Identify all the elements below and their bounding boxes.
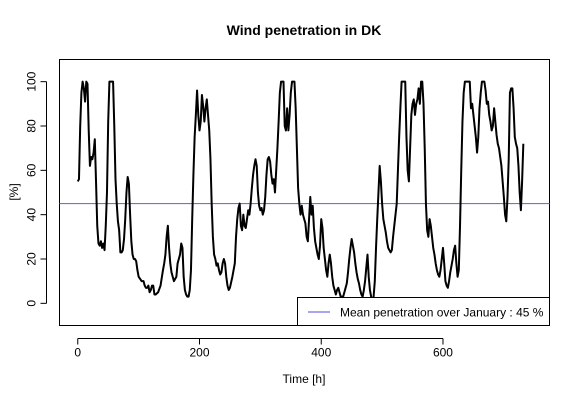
x-axis-label: Time [h] — [283, 372, 326, 386]
legend: Mean penetration over January : 45 % — [298, 298, 550, 326]
series-line-0 — [78, 82, 524, 301]
y-tick-label: 40 — [25, 208, 39, 222]
y-tick-label: 80 — [25, 119, 39, 133]
x-tick-label: 600 — [433, 346, 453, 360]
y-tick-label: 20 — [25, 252, 39, 266]
series-group — [78, 82, 524, 301]
x-tick-label: 200 — [189, 346, 209, 360]
y-axis-label: [%] — [7, 183, 21, 200]
y-tick-label: 0 — [25, 300, 39, 307]
x-tick-label: 0 — [74, 346, 81, 360]
legend-label: Mean penetration over January : 45 % — [340, 306, 544, 320]
x-axis: 0 200 400 600 — [74, 339, 453, 360]
chart-title: Wind penetration in DK — [227, 22, 382, 38]
x-tick-label: 400 — [311, 346, 331, 360]
y-tick-label: 60 — [25, 163, 39, 177]
plot-frame — [60, 60, 550, 326]
y-axis: 0 20 40 60 80 100 — [25, 71, 47, 306]
y-tick-label: 100 — [25, 71, 39, 91]
